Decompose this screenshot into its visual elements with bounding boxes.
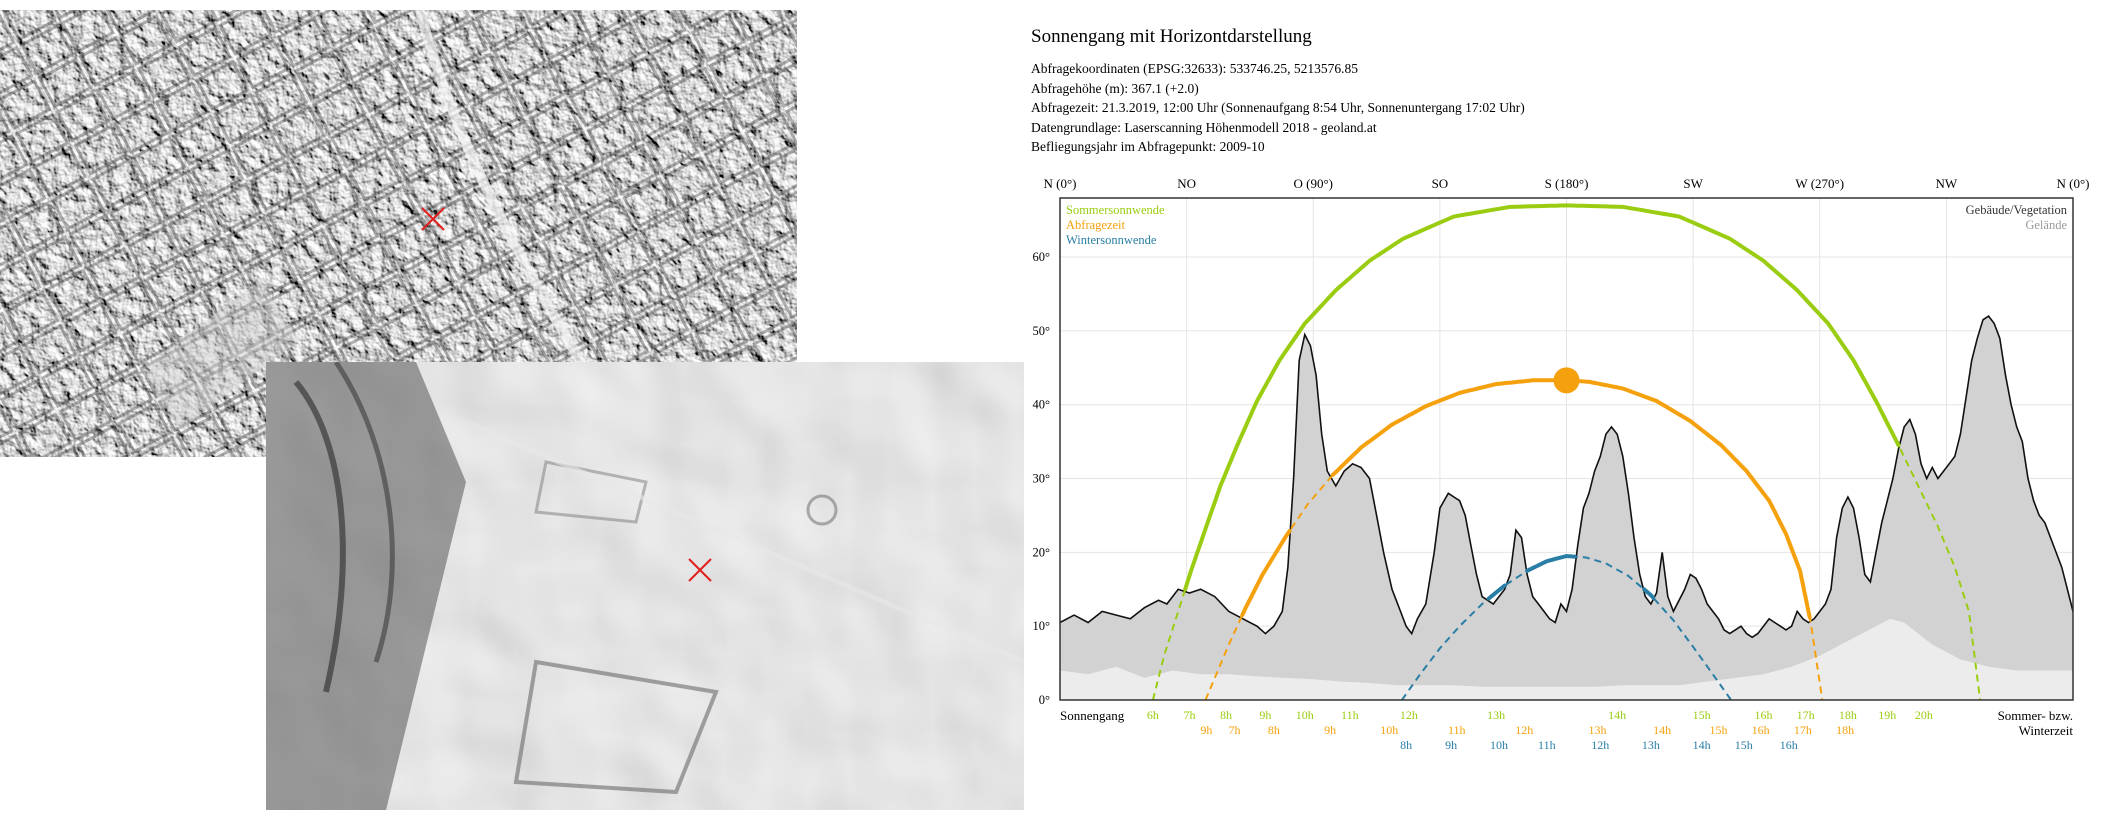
hour-label-query: 10h xyxy=(1380,723,1398,737)
time-mode-label: Winterzeit xyxy=(2019,723,2074,738)
sun-path-label: Sonnengang xyxy=(1060,708,1125,723)
hour-label-query: 7h xyxy=(1228,723,1240,737)
hour-label-query: 9h xyxy=(1324,723,1336,737)
hour-label-winter: 16h xyxy=(1780,738,1798,752)
horizon-buildings-area xyxy=(1060,316,2073,700)
direction-label: SW xyxy=(1683,176,1703,191)
y-tick-label: 20° xyxy=(1033,545,1051,559)
hour-label-summer: 20h xyxy=(1915,708,1933,722)
direction-label: NW xyxy=(1936,176,1958,191)
sun-path-winter xyxy=(1401,553,1732,701)
hour-label-query: 13h xyxy=(1588,723,1606,737)
hour-label-query: 17h xyxy=(1794,723,1812,737)
sun-path-query-visible xyxy=(1240,528,1292,618)
hour-label-winter: 13h xyxy=(1642,738,1660,752)
y-tick-label: 60° xyxy=(1033,250,1051,264)
hour-label-query: 15h xyxy=(1709,723,1727,737)
hour-label-summer: 11h xyxy=(1341,708,1359,722)
hour-label-summer: 7h xyxy=(1183,708,1195,722)
chart-title: Sonnengang mit Horizontdarstellung xyxy=(1031,26,1312,47)
hour-label-summer: 17h xyxy=(1797,708,1815,722)
hour-label-winter: 14h xyxy=(1693,738,1711,752)
info-data-source: Datengrundlage: Laserscanning Höhenmodel… xyxy=(1031,119,1377,135)
direction-label: N (0°) xyxy=(2057,176,2090,191)
hour-label-query: 12h xyxy=(1515,723,1533,737)
legend-buildings: Gebäude/Vegetation xyxy=(1966,203,2068,217)
hour-label-summer: 15h xyxy=(1693,708,1711,722)
hour-label-summer: 10h xyxy=(1296,708,1314,722)
info-height: Abfragehöhe (m): 367.1 (+2.0) xyxy=(1031,80,1199,96)
hour-label-query: 8h xyxy=(1268,723,1280,737)
direction-label: S (180°) xyxy=(1545,176,1589,191)
sun-path-winter-dashed xyxy=(1401,554,1732,701)
y-tick-label: 0° xyxy=(1039,693,1050,707)
hour-label-winter: 10h xyxy=(1490,738,1508,752)
info-coordinates: Abfragekoordinaten (EPSG:32633): 533746.… xyxy=(1031,61,1358,76)
hour-label-summer: 16h xyxy=(1754,708,1772,722)
time-mode-label: Sommer- bzw. xyxy=(1998,708,2073,723)
info-panel: Sonnengang mit Horizontdarstellung Abfra… xyxy=(1031,26,2071,157)
info-flight-year: Befliegungsjahr im Abfragepunkt: 2009-10 xyxy=(1031,139,1265,154)
direction-label: O (90°) xyxy=(1294,176,1334,191)
sun-path-chart: N (0°) NO O (90°) SO S (180°) SW W (270°) NW N (… xyxy=(1033,176,2090,752)
hour-label-query: 11h xyxy=(1448,723,1466,737)
sun-path-winter-visible xyxy=(1525,553,1577,573)
hour-label-query: 18h xyxy=(1836,723,1854,737)
hour-label-query: 9h xyxy=(1200,723,1212,737)
hour-label-summer: 6h xyxy=(1147,708,1159,722)
hillshade-terrain-model xyxy=(266,362,1024,810)
hour-label-summer: 18h xyxy=(1839,708,1857,722)
hour-label-winter: 12h xyxy=(1591,738,1609,752)
sun-path-query xyxy=(1204,378,1824,701)
hour-label-query: 16h xyxy=(1752,723,1770,737)
hour-label-summer: 8h xyxy=(1220,708,1232,722)
legend-terrain: Gelände xyxy=(2025,218,2067,232)
hour-label-winter: 9h xyxy=(1445,738,1457,752)
current-sun-position xyxy=(1553,367,1580,394)
hour-label-summer: 12h xyxy=(1400,708,1418,722)
hour-label-query: 14h xyxy=(1653,723,1671,737)
hour-label-winter: 15h xyxy=(1735,738,1753,752)
plot-frame xyxy=(1059,197,2074,701)
info-time: Abfragezeit: 21.3.2019, 12:00 Uhr (Sonne… xyxy=(1031,100,1525,115)
hour-label-summer: 14h xyxy=(1608,708,1626,722)
y-tick-label: 50° xyxy=(1033,324,1051,338)
sun-path-winter-visible xyxy=(1486,583,1507,601)
hour-label-winter: 8h xyxy=(1400,738,1412,752)
hillshade-surface-model xyxy=(0,10,797,457)
sun-path-query-visible xyxy=(1330,378,1812,620)
y-tick-label: 10° xyxy=(1033,619,1051,633)
hour-label-summer: 19h xyxy=(1878,708,1896,722)
y-tick-label: 30° xyxy=(1033,472,1051,486)
sun-path-summer xyxy=(1151,203,1982,701)
hour-label-winter: 11h xyxy=(1538,738,1556,752)
sun-path-summer-visible xyxy=(1183,203,1901,592)
direction-label: N (0°) xyxy=(1044,176,1077,191)
legend-winter: Wintersonnwende xyxy=(1066,233,1157,247)
legend-summer: Sommersonnwende xyxy=(1066,203,1165,217)
horizon-outline xyxy=(1059,315,2074,639)
sun-path-winter-visible xyxy=(1642,587,1656,600)
direction-label: W (270°) xyxy=(1795,176,1844,191)
legend-query: Abfragezeit xyxy=(1066,218,1126,232)
direction-label: NO xyxy=(1177,176,1196,191)
hour-label-summer: 13h xyxy=(1487,708,1505,722)
y-tick-label: 40° xyxy=(1033,398,1051,412)
hour-label-summer: 9h xyxy=(1259,708,1271,722)
direction-label: SO xyxy=(1432,176,1449,191)
